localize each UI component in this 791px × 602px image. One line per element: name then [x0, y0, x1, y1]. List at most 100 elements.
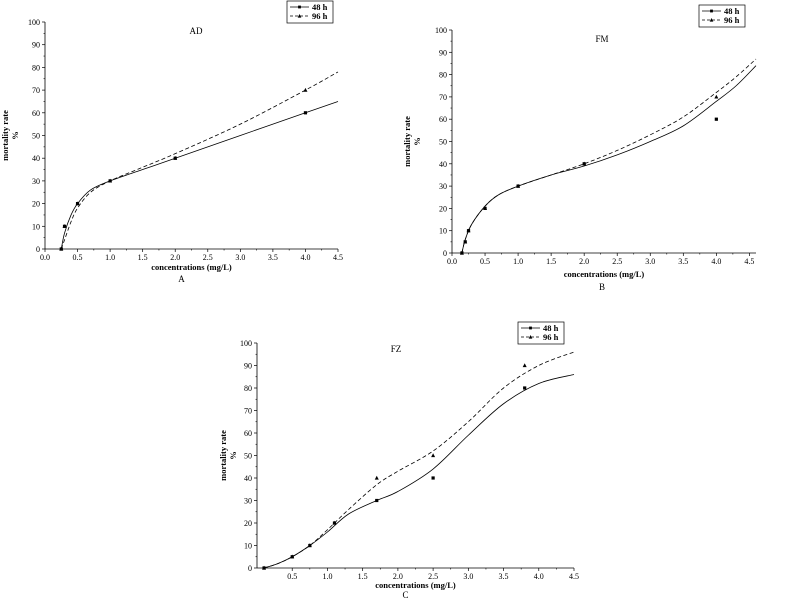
legend: 48 h96 h	[286, 0, 334, 24]
y-tick-label: 80	[439, 71, 447, 80]
y-tick-label: 20	[439, 204, 447, 213]
y-tick-label: 30	[439, 182, 447, 191]
legend-marker-square	[529, 326, 532, 330]
panel-label: B	[599, 282, 605, 292]
legend-label-1: 96 h	[543, 332, 559, 342]
y-axis-label: mortality rate	[0, 110, 10, 161]
data-point-96h	[303, 87, 308, 92]
data-point-96h	[522, 363, 527, 368]
y-tick-label: 10	[439, 227, 447, 236]
legend-label-1: 96 h	[724, 15, 740, 25]
data-point-48h	[714, 117, 718, 121]
panel-label: A	[178, 274, 185, 284]
x-tick-label: 4.5	[333, 253, 343, 262]
x-tick-label: 2.5	[203, 253, 213, 262]
legend-marker-square	[710, 9, 713, 13]
x-tick-label: 2.5	[428, 572, 438, 581]
x-tick-label: 1.5	[358, 572, 368, 581]
data-point-96h	[582, 161, 587, 166]
x-tick-label: 4.0	[711, 257, 721, 266]
y-axis-label: mortality rate	[218, 430, 228, 481]
legend-marker-square	[298, 5, 301, 9]
data-point-96h	[108, 178, 113, 183]
data-point-96h	[290, 554, 295, 559]
x-tick-label: 1.0	[322, 572, 332, 581]
chart-panel-b: 0 10 20 30 40 50 60 70 80 90 100 0.0 0.5 1.0 1.5 2.0 2.5…	[402, 4, 757, 292]
y-tick-label: 90	[244, 362, 252, 371]
data-point-96h	[516, 183, 521, 188]
y-tick-label: 0	[248, 564, 252, 573]
x-tick-label: 4.0	[300, 253, 310, 262]
y-axis-unit: %	[228, 451, 238, 460]
y-tick-label: 60	[32, 109, 40, 118]
x-tick-label: 0.0	[447, 257, 457, 266]
y-tick-label: 60	[439, 115, 447, 124]
x-tick-label: 3.0	[463, 572, 473, 581]
series-line-0	[263, 374, 575, 569]
y-axis-unit: %	[10, 131, 20, 140]
y-axis-unit: %	[412, 137, 422, 146]
x-axis-label: concentrations (mg/L)	[375, 580, 456, 590]
x-tick-label: 3.0	[645, 257, 655, 266]
y-tick-label: 30	[32, 177, 40, 186]
x-axis-label: concentrations (mg/L)	[151, 262, 232, 272]
y-tick-label: 10	[244, 542, 252, 551]
legend-marker-triangle	[297, 14, 302, 18]
data-point-96h	[459, 250, 464, 255]
chart-panel-a: 0 10 20 30 40 50 60 70 80 90 100 0.0 0.5 1.0 1.5 2.0 2.5…	[0, 0, 343, 284]
data-point-96h	[431, 453, 436, 458]
data-point-96h	[714, 94, 719, 99]
y-tick-label: 100	[28, 18, 40, 27]
y-tick-label: 90	[32, 41, 40, 50]
data-point-48h	[523, 386, 527, 390]
data-point-96h	[463, 239, 468, 244]
data-point-96h	[483, 206, 488, 210]
data-point-96h	[75, 201, 80, 206]
y-tick-label: 0	[443, 249, 447, 258]
data-point-96h	[59, 246, 64, 251]
data-point-48h	[303, 111, 308, 115]
y-tick-label: 20	[244, 519, 252, 528]
chart-title: AD	[190, 26, 203, 36]
y-tick-label: 50	[439, 138, 447, 147]
x-tick-label: 3.5	[268, 253, 278, 262]
chart-panel-c: 0 10 20 30 40 50 60 70 80 90 100 0.5 1.0 1.5 2.0 2.5 3.0…	[218, 321, 579, 600]
y-tick-label: 20	[32, 200, 40, 209]
data-point-96h	[262, 565, 267, 570]
chart-title: FZ	[391, 344, 402, 354]
series-line-1	[263, 351, 575, 569]
y-tick-label: 100	[435, 26, 447, 35]
y-tick-label: 50	[32, 132, 40, 141]
x-tick-label: 4.5	[569, 572, 579, 581]
data-point-48h	[375, 498, 379, 503]
x-tick-label: 0.0	[40, 253, 50, 262]
legend-label-0: 48 h	[543, 323, 559, 333]
data-point-96h	[332, 520, 337, 525]
legend-label-0: 48 h	[724, 6, 740, 16]
series-line-1	[461, 58, 757, 254]
panel-label: C	[402, 590, 408, 600]
x-tick-label: 3.0	[235, 253, 245, 262]
series-line-0	[461, 65, 757, 254]
y-axis-label: mortality rate	[402, 116, 412, 167]
legend: 48 h96 h	[517, 321, 565, 345]
data-point-96h	[173, 156, 178, 160]
legend-label-1: 96 h	[312, 11, 328, 21]
x-tick-label: 1.0	[105, 253, 115, 262]
x-tick-label: 2.0	[579, 257, 589, 266]
y-tick-label: 90	[439, 48, 447, 57]
x-tick-label: 3.5	[499, 572, 509, 581]
data-point-96h	[466, 228, 471, 233]
y-tick-label: 70	[244, 407, 252, 416]
x-tick-label: 1.0	[513, 257, 523, 266]
y-tick-label: 40	[439, 160, 447, 169]
data-point-96h	[62, 224, 67, 228]
data-point-96h	[307, 543, 312, 548]
x-tick-label: 4.5	[744, 257, 754, 266]
y-tick-label: 50	[244, 452, 252, 461]
y-tick-label: 70	[32, 86, 40, 95]
x-tick-label: 2.5	[612, 257, 622, 266]
y-tick-label: 30	[244, 497, 252, 506]
x-tick-label: 1.5	[546, 257, 556, 266]
